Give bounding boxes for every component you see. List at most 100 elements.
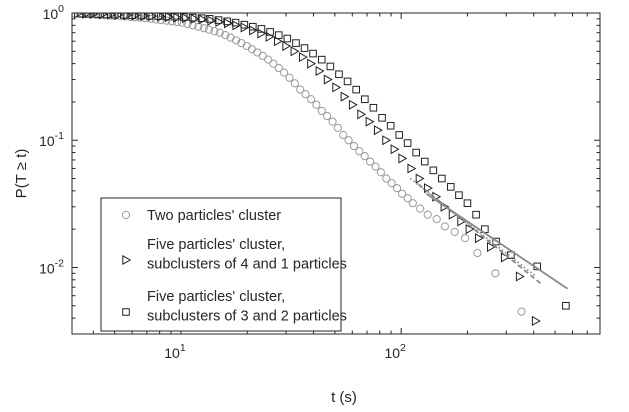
data-point <box>214 16 223 24</box>
legend-marker <box>122 308 130 316</box>
data-point <box>455 191 463 199</box>
data-point <box>257 25 266 33</box>
data-point <box>446 183 455 191</box>
legend-label: Five particles' cluster, <box>147 237 285 253</box>
data-point <box>199 24 208 33</box>
legend-marker <box>121 210 131 220</box>
data-point <box>360 152 369 161</box>
data-point <box>76 13 85 18</box>
data-point <box>274 63 283 73</box>
data-point <box>274 31 283 39</box>
legend-label: subclusters of 4 and 1 particles <box>147 257 347 273</box>
data-point <box>382 135 392 146</box>
data-point <box>562 301 570 310</box>
data-point <box>335 70 343 79</box>
data-point <box>349 141 359 151</box>
data-point <box>515 271 525 282</box>
y-tick-label: 10-1 <box>39 130 64 149</box>
data-point <box>204 25 214 34</box>
data-point <box>207 15 217 26</box>
data-point <box>265 31 275 42</box>
data-point <box>215 28 224 37</box>
legend-marker <box>122 254 132 266</box>
data-point <box>301 90 310 99</box>
data-point <box>457 216 467 227</box>
data-point <box>392 184 402 193</box>
data-point <box>460 234 470 243</box>
data-point <box>366 157 375 166</box>
data-point <box>472 210 480 219</box>
data-point <box>429 166 438 175</box>
data-point <box>298 52 308 63</box>
data-point <box>340 91 350 102</box>
data-point <box>450 227 459 237</box>
data-point <box>348 99 358 110</box>
data-point <box>323 111 332 121</box>
data-point <box>382 174 391 183</box>
data-point <box>162 16 171 25</box>
y-tick-label: 10-2 <box>39 257 64 276</box>
tick-label-base: 10 <box>164 345 180 361</box>
legend-entry-2: Five particles' cluster, subclusters of 4… <box>122 237 347 273</box>
data-point <box>432 214 441 224</box>
legend-label: Two particles' cluster <box>147 208 281 224</box>
plot-area <box>72 13 570 326</box>
data-point <box>128 13 136 20</box>
data-point <box>210 27 219 36</box>
data-point <box>194 22 203 31</box>
x-tick-label: 102 <box>384 342 406 361</box>
data-point <box>407 163 417 174</box>
data-point <box>500 252 510 263</box>
data-point <box>114 13 124 21</box>
data-point <box>264 55 273 64</box>
data-point <box>403 139 412 147</box>
data-point <box>357 109 367 120</box>
data-point <box>423 210 432 219</box>
data-point <box>285 73 294 82</box>
data-point <box>198 14 208 25</box>
tick-label-exponent: 0 <box>58 3 64 15</box>
series-3 <box>76 13 570 310</box>
data-point <box>361 95 369 104</box>
data-point <box>258 51 267 61</box>
tick-label-exponent: 1 <box>180 342 186 354</box>
data-point <box>177 18 187 27</box>
data-point <box>386 121 395 130</box>
data-point <box>232 36 241 45</box>
tick-label-exponent: 2 <box>400 342 406 354</box>
data-point <box>296 85 305 94</box>
legend: Two particles' cluster Five particles' cl… <box>100 197 347 332</box>
data-point <box>84 13 93 18</box>
data-point <box>486 241 496 252</box>
data-point <box>420 157 429 166</box>
legend-label: Five particles' cluster, <box>147 289 285 305</box>
legend-label: subclusters of 3 and 2 particles <box>147 309 347 325</box>
data-point <box>332 82 342 93</box>
data-point <box>300 44 309 52</box>
data-point <box>257 28 267 39</box>
tick-label-base: 10 <box>39 260 55 276</box>
data-point <box>315 65 325 77</box>
data-point <box>309 49 317 58</box>
data-point <box>312 100 321 109</box>
data-point <box>223 17 231 26</box>
data-point <box>328 117 337 126</box>
data-point <box>154 13 163 20</box>
data-point <box>145 13 154 20</box>
data-point <box>415 173 425 184</box>
data-point <box>473 248 482 258</box>
data-point <box>438 174 446 183</box>
data-point <box>119 13 128 19</box>
data-point <box>398 153 408 164</box>
data-point <box>531 315 541 326</box>
data-point <box>82 13 92 19</box>
data-point <box>507 251 515 259</box>
data-point <box>197 14 206 23</box>
data-point <box>221 31 230 40</box>
data-point <box>343 77 352 86</box>
y-tick-label: 100 <box>43 3 65 22</box>
data-point <box>137 13 146 20</box>
data-point <box>408 199 417 208</box>
data-point <box>378 114 386 122</box>
